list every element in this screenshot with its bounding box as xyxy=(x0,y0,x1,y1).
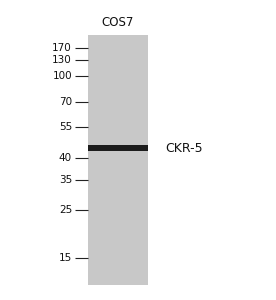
Text: 25: 25 xyxy=(59,205,72,215)
Text: 55: 55 xyxy=(59,122,72,132)
Text: 130: 130 xyxy=(52,55,72,65)
Bar xyxy=(88,35,148,285)
Text: COS7: COS7 xyxy=(102,16,134,28)
Text: 70: 70 xyxy=(59,97,72,107)
Text: 40: 40 xyxy=(59,153,72,163)
Text: 170: 170 xyxy=(52,43,72,53)
Text: 100: 100 xyxy=(52,71,72,81)
Text: 35: 35 xyxy=(59,175,72,185)
Bar xyxy=(88,145,148,151)
Text: CKR-5: CKR-5 xyxy=(165,142,203,154)
Text: 15: 15 xyxy=(59,253,72,263)
